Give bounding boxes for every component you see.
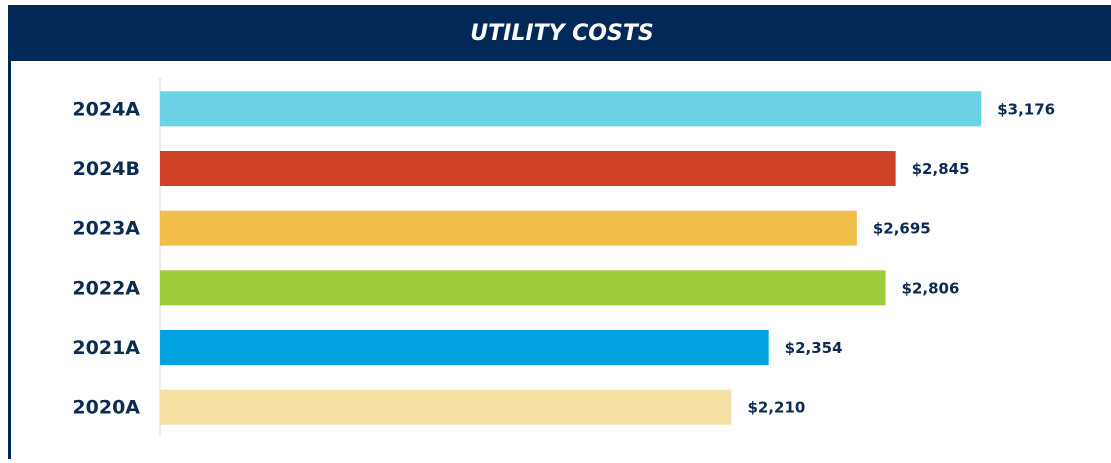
category-label: 2024A	[72, 98, 140, 120]
value-label: $2,806	[902, 279, 960, 297]
category-label: 2020A	[72, 397, 140, 419]
category-label: 2022A	[72, 277, 140, 299]
bar	[160, 389, 732, 425]
bar	[160, 91, 982, 127]
value-label: $3,176	[997, 100, 1055, 118]
bar	[160, 330, 769, 365]
left-border	[8, 5, 11, 459]
value-label: $2,695	[873, 220, 931, 238]
value-label: $2,845	[912, 160, 970, 178]
bar	[160, 210, 857, 246]
category-label: 2023A	[72, 218, 140, 240]
chart-title: UTILITY COSTS	[470, 21, 653, 46]
value-label: $2,354	[785, 339, 843, 357]
bar	[160, 151, 896, 186]
category-label: 2024B	[73, 158, 140, 180]
value-label: $2,210	[747, 399, 805, 417]
bar	[160, 270, 886, 306]
category-label: 2021A	[72, 337, 140, 359]
header-bar	[8, 5, 1111, 61]
